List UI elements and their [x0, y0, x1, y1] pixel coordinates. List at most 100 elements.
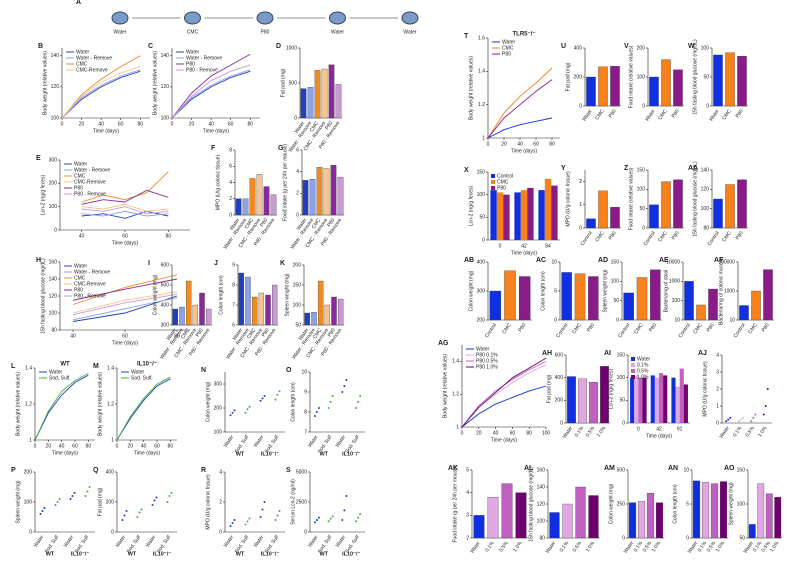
- y-tick-label: 0: [579, 103, 582, 109]
- bar: [567, 376, 576, 424]
- bar: [739, 305, 749, 321]
- y-tick-label: 120: [161, 84, 170, 90]
- series-line: [72, 274, 178, 305]
- y-tick-label: 80: [51, 327, 57, 333]
- panel: L 1 1.2 1.4 Body weight (relative values) WT T…: [11, 362, 95, 456]
- bar: [317, 280, 324, 326]
- y-tick-label: 1.4: [107, 365, 114, 371]
- y-tick-label: 1: [482, 135, 485, 141]
- x-tick-label: 80: [549, 141, 555, 147]
- legend-swatch: [631, 369, 635, 373]
- diagram-label: Water: [331, 29, 344, 35]
- data-point: [69, 498, 72, 500]
- legend-label: CMC: [76, 61, 88, 67]
- panel-letter: AE: [659, 257, 669, 264]
- panel-letter: N: [201, 367, 206, 374]
- data-point: [276, 393, 279, 396]
- bar: [544, 178, 552, 240]
- y-axis-label: Food intake (g per 24h per mouse): [452, 465, 458, 542]
- mouse-icon: [256, 11, 274, 25]
- panel-letter: R: [201, 467, 206, 474]
- data-point: [123, 514, 126, 517]
- panel-letter: V: [624, 43, 629, 50]
- panel-letter: I: [148, 260, 150, 267]
- y-tick-label: 4: [716, 352, 719, 358]
- data-point: [345, 379, 348, 381]
- x-tick-label: Water: [33, 534, 46, 548]
- x-tick-label: Water: [708, 108, 721, 122]
- x-tick-label: 40: [70, 333, 76, 339]
- x-tick-label: 20: [79, 121, 85, 127]
- group-label: IL10⁻/⁻: [153, 551, 171, 557]
- y-tick-label: 140: [49, 276, 58, 282]
- bar: [623, 292, 634, 321]
- data-point: [229, 414, 232, 417]
- legend-label: CMC: [502, 45, 514, 51]
- x-tick-label: Water: [335, 534, 348, 548]
- y-tick-label: 10: [301, 369, 307, 375]
- panel-letter: G: [278, 145, 284, 152]
- legend-label: 1.0%: [637, 374, 649, 380]
- x-tick-label: 80: [86, 443, 92, 449]
- bar: [586, 76, 596, 107]
- x-tick-label: CMC: [312, 327, 324, 340]
- x-tick-label: 0.5%: [498, 540, 510, 553]
- x-tick-label: P80: [671, 108, 681, 119]
- data-point: [140, 508, 143, 511]
- y-tick-label: 100: [637, 74, 646, 80]
- legend-label: Water - Remove: [74, 269, 110, 275]
- mouse-icon: [401, 11, 419, 25]
- panel-letter: K: [280, 260, 285, 267]
- x-tick-label: CMC: [180, 327, 192, 340]
- x-tick-label: 1.0%: [715, 540, 727, 553]
- series-line: [461, 357, 547, 428]
- bar: [302, 180, 309, 216]
- x-tick-label: CMC: [501, 322, 513, 335]
- data-point: [331, 395, 334, 397]
- y-tick-label: 10: [729, 317, 735, 323]
- y-tick-label: 0: [560, 420, 563, 426]
- y-tick-label: 150: [737, 467, 746, 473]
- y-tick-label: 8: [232, 282, 235, 288]
- panel-letter: H: [36, 257, 41, 264]
- bar: [654, 377, 659, 423]
- series-line: [72, 291, 178, 314]
- x-tick-label: 20: [46, 443, 52, 449]
- x-tick-label: 1.0%: [585, 540, 597, 553]
- legend-swatch: [491, 174, 495, 178]
- y-axis-label: Bacteria/ng of stool: [663, 270, 669, 313]
- panel: U 0 200 400 Fat pad (mg) Water CMC P80: [561, 43, 621, 123]
- x-tick-label: 40: [141, 443, 147, 449]
- y-tick-label: 150: [611, 259, 620, 265]
- y-axis-label: Body weight (relative values): [152, 51, 158, 115]
- series-line: [61, 66, 141, 119]
- panel-letter: AO: [724, 465, 735, 472]
- data-point: [153, 499, 156, 502]
- x-tick-label: P80: [259, 217, 269, 228]
- data-point: [121, 519, 124, 521]
- y-tick-label: 5: [686, 501, 689, 507]
- y-tick-label: 9: [232, 262, 235, 268]
- y-tick-label: 100: [701, 45, 710, 51]
- x-tick-label: 1.0%: [757, 425, 769, 438]
- series-line: [461, 385, 547, 428]
- x-tick-label: P80: [326, 217, 336, 228]
- series-line: [171, 69, 251, 119]
- data-point: [259, 399, 262, 402]
- group-label: IL10⁻/⁻: [261, 551, 279, 557]
- panel: A Water CMC P80 Water Water: [76, 0, 419, 35]
- bar: [710, 483, 719, 539]
- y-tick-label: 200: [637, 45, 646, 51]
- x-tick-label: Control: [707, 230, 721, 247]
- y-tick-label: 300: [214, 381, 223, 387]
- y-tick-label: 0: [616, 317, 619, 323]
- x-axis-label: Time (days): [511, 148, 538, 154]
- x-axis-label: Time (days): [112, 240, 139, 246]
- y-tick-label: 10000: [666, 259, 680, 265]
- series-line: [34, 374, 89, 441]
- y-tick-label: 2: [716, 386, 719, 392]
- data-point: [729, 416, 732, 419]
- bar: [300, 88, 307, 119]
- panel-letter: AH: [542, 350, 552, 357]
